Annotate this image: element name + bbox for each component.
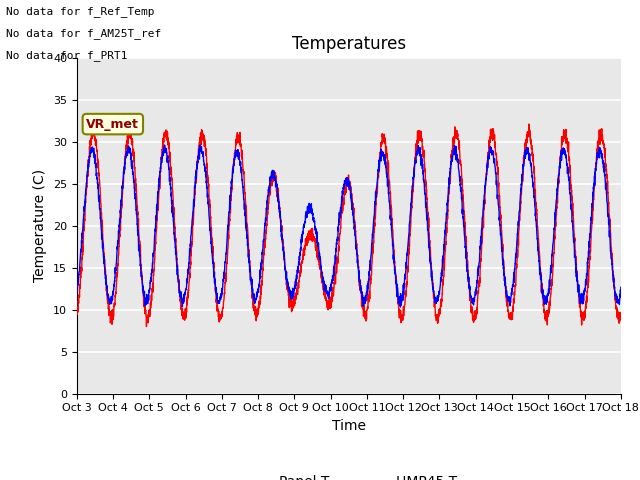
Text: VR_met: VR_met — [86, 118, 140, 131]
Text: No data for f_Ref_Temp: No data for f_Ref_Temp — [6, 6, 155, 17]
Text: No data for f_PRT1: No data for f_PRT1 — [6, 49, 128, 60]
X-axis label: Time: Time — [332, 419, 366, 433]
Y-axis label: Temperature (C): Temperature (C) — [33, 169, 47, 282]
Legend: Panel T, HMP45 T: Panel T, HMP45 T — [235, 469, 463, 480]
Text: No data for f_AM25T_ref: No data for f_AM25T_ref — [6, 28, 162, 39]
Title: Temperatures: Temperatures — [292, 35, 406, 53]
